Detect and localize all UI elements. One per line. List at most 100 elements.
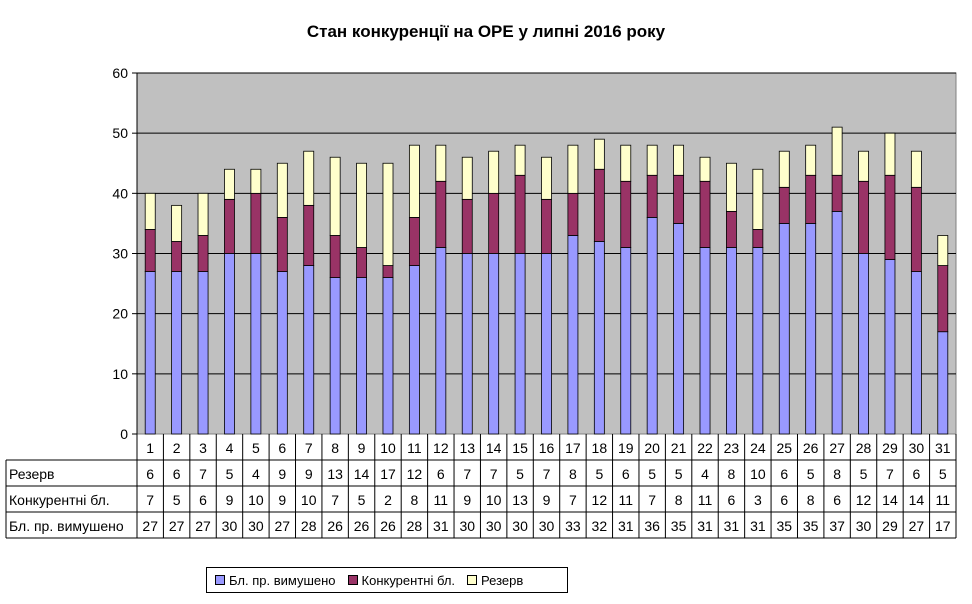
data-label: 10	[486, 492, 502, 508]
bar-segment-2	[356, 247, 367, 278]
bar-segment-2	[752, 229, 764, 248]
bar-segment-2	[197, 235, 209, 272]
bar-segment-3	[752, 168, 764, 230]
bar-segment-2	[673, 174, 685, 224]
legend-swatch-forced	[215, 575, 225, 585]
bar-segment-3	[567, 144, 579, 194]
data-label: 7	[331, 492, 339, 508]
bar-segment-3	[408, 144, 420, 218]
data-label: 2	[384, 492, 392, 508]
bar-segment-3	[673, 144, 685, 176]
data-label: 30	[512, 518, 528, 534]
bar-segment-3	[435, 144, 447, 182]
bar-segment-1	[435, 247, 447, 435]
data-label: 35	[803, 518, 819, 534]
x-tick-label: 7	[305, 440, 313, 456]
bar-segment-2	[329, 235, 341, 278]
bar-segment-3	[171, 204, 183, 242]
x-tick-label: 27	[829, 440, 845, 456]
bar-segment-3	[646, 144, 658, 176]
x-tick-label: 24	[750, 440, 766, 456]
y-tick-label: 10	[112, 366, 128, 382]
x-tick-label: 28	[856, 440, 872, 456]
x-tick-label: 4	[226, 440, 234, 456]
data-label: 7	[886, 466, 894, 482]
bar-segment-1	[858, 253, 869, 435]
bar-segment-1	[382, 277, 394, 435]
x-tick-label: 21	[671, 440, 687, 456]
legend-label-forced: Бл. пр. вимушено	[229, 572, 336, 588]
bar-segment-1	[276, 271, 288, 435]
bar-segment-1	[461, 253, 473, 435]
data-label: 13	[512, 492, 528, 508]
bar-segment-1	[144, 271, 156, 435]
bar-segment-3	[224, 168, 235, 200]
bar-segment-1	[488, 253, 500, 435]
x-tick-label: 16	[539, 440, 555, 456]
bar-segment-1	[329, 277, 341, 435]
data-label: 26	[327, 518, 343, 534]
data-label: 31	[697, 518, 713, 534]
data-label: 17	[935, 518, 951, 534]
data-label: 30	[486, 518, 502, 534]
data-label: 6	[173, 466, 181, 482]
data-label: 5	[807, 466, 815, 482]
data-label: 36	[644, 518, 660, 534]
bar-segment-2	[778, 186, 790, 224]
data-label: 27	[275, 518, 291, 534]
bar-segment-2	[884, 174, 896, 260]
bar-segment-2	[461, 198, 473, 254]
data-label: 10	[248, 492, 264, 508]
data-label: 30	[459, 518, 475, 534]
data-label: 5	[358, 492, 366, 508]
bar-segment-2	[408, 216, 420, 266]
data-label: 6	[912, 466, 920, 482]
x-tick-label: 5	[252, 440, 260, 456]
bar-segment-1	[937, 331, 949, 435]
bar-segment-3	[858, 150, 869, 182]
data-label: 11	[936, 492, 951, 508]
data-label: 14	[882, 492, 898, 508]
bar-segment-2	[488, 192, 500, 254]
data-label: 7	[146, 492, 154, 508]
x-tick-label: 3	[199, 440, 207, 456]
x-tick-label: 14	[486, 440, 502, 456]
data-label: 6	[622, 466, 630, 482]
bar-segment-3	[382, 162, 394, 266]
x-tick-label: 29	[882, 440, 898, 456]
bar-segment-3	[461, 156, 473, 200]
data-label: 9	[543, 492, 551, 508]
y-tick-label: 20	[112, 306, 128, 322]
chart-title: Стан конкуренції на ОРЕ у липні 2016 рок…	[306, 22, 666, 41]
data-label: 6	[199, 492, 207, 508]
data-label: 13	[327, 466, 343, 482]
data-label: 14	[909, 492, 925, 508]
data-label: 5	[173, 492, 181, 508]
bar-segment-3	[726, 162, 737, 212]
bar-segment-2	[435, 180, 447, 248]
y-tick-label: 40	[112, 185, 128, 201]
data-label: 4	[701, 466, 709, 482]
data-label: 27	[909, 518, 925, 534]
bar-segment-3	[329, 156, 341, 236]
bar-segment-1	[831, 210, 843, 435]
bar-segment-1	[778, 223, 790, 435]
data-label: 30	[248, 518, 264, 534]
table-row-label: Бл. пр. вимушено	[9, 518, 124, 534]
table-row-label: Конкурентні бл.	[9, 492, 110, 508]
bar-segment-1	[250, 253, 262, 435]
bar-segment-2	[831, 174, 843, 212]
data-label: 9	[226, 492, 234, 508]
bar-segment-1	[593, 241, 605, 435]
bar-segment-1	[356, 277, 367, 435]
data-label: 9	[463, 492, 471, 508]
data-label: 6	[780, 492, 788, 508]
x-tick-label: 9	[358, 440, 366, 456]
bar-segment-2	[171, 241, 183, 272]
data-label: 12	[407, 466, 423, 482]
x-tick-label: 31	[935, 440, 951, 456]
data-label: 6	[437, 466, 445, 482]
x-tick-label: 10	[380, 440, 396, 456]
data-label: 8	[833, 466, 841, 482]
